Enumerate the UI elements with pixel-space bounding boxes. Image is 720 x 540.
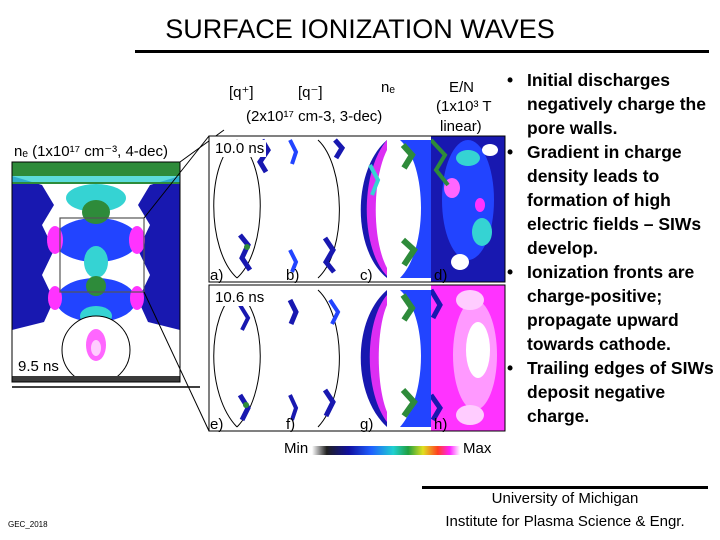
time-label-left: 9.5 ns [18,358,59,375]
title-underline [135,50,709,53]
panel-f [283,285,357,431]
bullet-item: Initial discharges negatively charge the… [505,68,717,140]
colorbar-min-label: Min [284,440,309,457]
panel-b [283,136,357,282]
conference-tag: GEC_2018 [8,520,48,529]
affiliation-line1: University of Michigan [491,490,639,507]
panel-g [357,285,431,431]
col-label-q-plus: [q⁺] [229,84,254,101]
panel-letter-g: g) [360,416,374,433]
panel-d [431,136,505,282]
slide-title: SURFACE IONIZATION WAVES [165,14,555,44]
col-label-en: E/N [449,79,475,96]
panel-h [431,285,505,431]
footer-rule [422,486,708,489]
col-label-q-minus: [q⁻] [298,84,323,101]
bullet-item: Ionization fronts are charge-positive; p… [505,260,717,356]
panel-letter-e: e) [210,416,224,433]
col-label-ne-range: (2x10¹⁷ cm-3, 3-dec) [246,108,383,125]
affiliation-line2: Institute for Plasma Science & Engr. [445,513,685,530]
panel-letter-c: c) [360,267,373,284]
left-panel-label: nₑ (1x10¹⁷ cm⁻³, 4-dec) [14,143,168,160]
colorbar [312,446,460,455]
bullet-item: Trailing edges of SIWs deposit negative … [505,356,717,428]
panel-e [209,285,283,431]
panel-letter-a: a) [210,267,224,284]
panel-letter-d: d) [434,267,448,284]
col-label-ne: nₑ [381,79,395,96]
time-label-top: 10.0 ns [213,140,267,157]
bullet-list: Initial discharges negatively charge the… [505,68,717,428]
panel-letter-f: f) [286,416,296,433]
bullet-item: Gradient in charge density leads to form… [505,140,717,260]
time-label-bottom: 10.6 ns [213,289,267,306]
left-density-panel [12,162,180,382]
panel-c [357,136,431,282]
panel-a [209,136,283,282]
panel-letter-h: h) [434,416,448,433]
colorbar-max-label: Max [463,440,492,457]
col-label-en-range: (1x10³ T [436,98,492,115]
panel-letter-b: b) [286,267,300,284]
col-label-en-scale: linear) [440,118,482,135]
